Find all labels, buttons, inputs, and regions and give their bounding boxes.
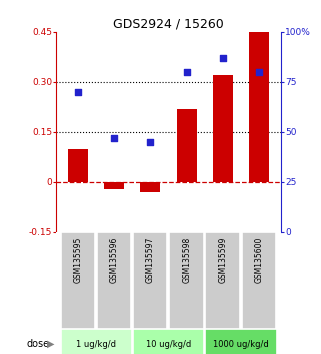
Bar [177,109,196,182]
Text: GSM135597: GSM135597 [146,237,155,283]
Point [256,69,262,75]
Bar [213,75,233,182]
Bar [97,232,131,329]
Point [148,139,153,145]
Bar [169,232,204,329]
Bar [61,329,132,354]
Point [220,55,225,61]
Bar [104,182,124,189]
Bar [205,329,276,354]
Text: GSM135595: GSM135595 [74,237,82,283]
Text: dose: dose [27,339,50,349]
Text: ▶: ▶ [47,339,55,349]
Text: 1 ug/kg/d: 1 ug/kg/d [76,340,116,349]
Bar [205,232,240,329]
Text: 10 ug/kg/d: 10 ug/kg/d [146,340,191,349]
Point [184,69,189,75]
Bar [61,232,95,329]
Bar [242,232,276,329]
Text: GSM135599: GSM135599 [218,237,227,283]
Bar [133,329,204,354]
Point [112,135,117,141]
Bar [68,149,88,182]
Bar [133,232,168,329]
Title: GDS2924 / 15260: GDS2924 / 15260 [113,18,224,31]
Bar [249,32,269,182]
Text: GSM135598: GSM135598 [182,237,191,283]
Text: GSM135596: GSM135596 [110,237,119,283]
Text: GSM135600: GSM135600 [255,237,264,283]
Point [75,89,81,95]
Bar [141,182,160,192]
Text: 1000 ug/kg/d: 1000 ug/kg/d [213,340,269,349]
